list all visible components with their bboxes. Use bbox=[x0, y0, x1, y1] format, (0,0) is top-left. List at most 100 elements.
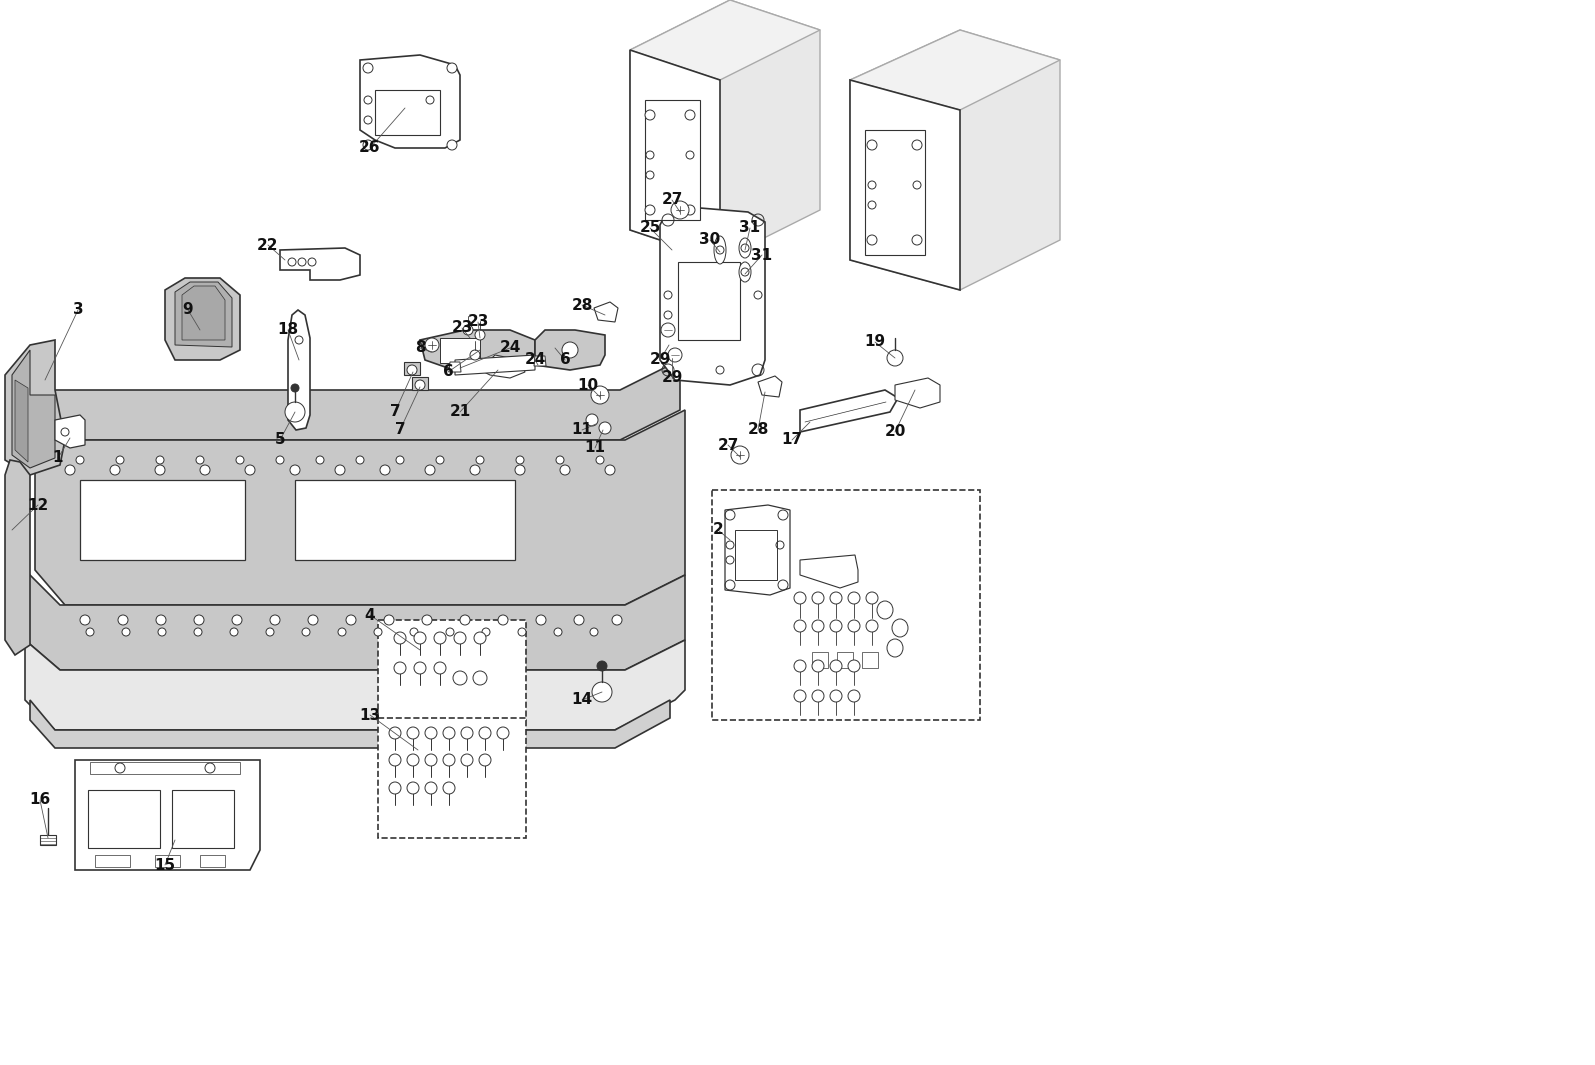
Circle shape bbox=[605, 465, 616, 475]
Circle shape bbox=[447, 140, 458, 150]
Circle shape bbox=[434, 662, 447, 674]
Circle shape bbox=[868, 235, 877, 245]
Circle shape bbox=[475, 456, 483, 464]
Ellipse shape bbox=[738, 262, 751, 282]
Circle shape bbox=[660, 323, 675, 337]
Circle shape bbox=[415, 632, 426, 644]
Circle shape bbox=[276, 456, 284, 464]
Polygon shape bbox=[54, 415, 85, 448]
Circle shape bbox=[646, 151, 654, 159]
Circle shape bbox=[560, 465, 569, 475]
Circle shape bbox=[407, 782, 419, 794]
Bar bbox=[88, 790, 160, 848]
Polygon shape bbox=[419, 330, 534, 368]
Text: 6: 6 bbox=[443, 364, 453, 379]
Circle shape bbox=[158, 628, 166, 636]
Circle shape bbox=[389, 754, 400, 766]
Bar bbox=[295, 480, 515, 560]
Circle shape bbox=[515, 465, 525, 475]
Polygon shape bbox=[412, 377, 427, 390]
Circle shape bbox=[346, 615, 356, 625]
Circle shape bbox=[868, 140, 877, 150]
Ellipse shape bbox=[715, 236, 726, 264]
Circle shape bbox=[435, 456, 443, 464]
Circle shape bbox=[424, 465, 435, 475]
Polygon shape bbox=[281, 248, 360, 280]
Polygon shape bbox=[630, 0, 820, 80]
Circle shape bbox=[443, 754, 455, 766]
Circle shape bbox=[364, 96, 372, 104]
Circle shape bbox=[118, 615, 128, 625]
Circle shape bbox=[447, 628, 455, 636]
Circle shape bbox=[866, 592, 877, 604]
Text: 18: 18 bbox=[278, 323, 298, 338]
Polygon shape bbox=[5, 460, 30, 655]
Circle shape bbox=[407, 727, 419, 739]
Bar bbox=[864, 130, 925, 255]
Circle shape bbox=[231, 615, 242, 625]
Circle shape bbox=[849, 660, 860, 672]
Circle shape bbox=[812, 660, 825, 672]
Circle shape bbox=[195, 615, 204, 625]
Polygon shape bbox=[630, 0, 820, 260]
Circle shape bbox=[590, 628, 598, 636]
Circle shape bbox=[384, 615, 394, 625]
Circle shape bbox=[80, 615, 89, 625]
Circle shape bbox=[121, 628, 131, 636]
Text: 17: 17 bbox=[782, 432, 802, 447]
Circle shape bbox=[553, 628, 561, 636]
Circle shape bbox=[561, 342, 577, 358]
Circle shape bbox=[407, 754, 419, 766]
Text: 29: 29 bbox=[649, 353, 670, 367]
Polygon shape bbox=[850, 30, 1061, 290]
Bar bbox=[678, 262, 740, 340]
Polygon shape bbox=[850, 80, 960, 290]
Bar bbox=[378, 718, 526, 838]
Text: 25: 25 bbox=[640, 220, 660, 235]
Circle shape bbox=[912, 140, 922, 150]
Circle shape bbox=[195, 628, 203, 636]
Circle shape bbox=[455, 632, 466, 644]
Text: 1: 1 bbox=[53, 450, 64, 465]
Ellipse shape bbox=[474, 671, 486, 685]
Text: 30: 30 bbox=[699, 232, 721, 247]
Polygon shape bbox=[630, 50, 719, 260]
Text: 4: 4 bbox=[365, 607, 375, 623]
Bar bbox=[96, 855, 131, 867]
Circle shape bbox=[849, 690, 860, 702]
Circle shape bbox=[912, 181, 920, 189]
Ellipse shape bbox=[887, 639, 903, 657]
Polygon shape bbox=[450, 362, 461, 372]
Polygon shape bbox=[455, 355, 534, 375]
Polygon shape bbox=[14, 380, 29, 462]
Polygon shape bbox=[164, 278, 239, 360]
Circle shape bbox=[518, 628, 526, 636]
Text: 24: 24 bbox=[499, 341, 520, 356]
Circle shape bbox=[155, 465, 164, 475]
Circle shape bbox=[731, 446, 750, 464]
Circle shape bbox=[424, 754, 437, 766]
Circle shape bbox=[684, 204, 695, 215]
Bar bbox=[155, 855, 180, 867]
Circle shape bbox=[116, 456, 124, 464]
Circle shape bbox=[424, 338, 439, 353]
Circle shape bbox=[301, 628, 309, 636]
Polygon shape bbox=[480, 355, 525, 378]
Circle shape bbox=[794, 660, 805, 672]
Polygon shape bbox=[5, 340, 65, 475]
Polygon shape bbox=[895, 378, 939, 408]
Circle shape bbox=[373, 628, 381, 636]
Text: 8: 8 bbox=[415, 341, 426, 356]
Circle shape bbox=[585, 414, 598, 426]
Circle shape bbox=[290, 465, 300, 475]
Text: 26: 26 bbox=[359, 141, 381, 155]
Polygon shape bbox=[758, 376, 782, 397]
Circle shape bbox=[415, 380, 424, 390]
Circle shape bbox=[498, 615, 507, 625]
Circle shape bbox=[196, 456, 204, 464]
Circle shape bbox=[517, 456, 525, 464]
Circle shape bbox=[829, 690, 842, 702]
Circle shape bbox=[396, 456, 404, 464]
Text: 23: 23 bbox=[467, 314, 488, 329]
Polygon shape bbox=[35, 410, 684, 605]
